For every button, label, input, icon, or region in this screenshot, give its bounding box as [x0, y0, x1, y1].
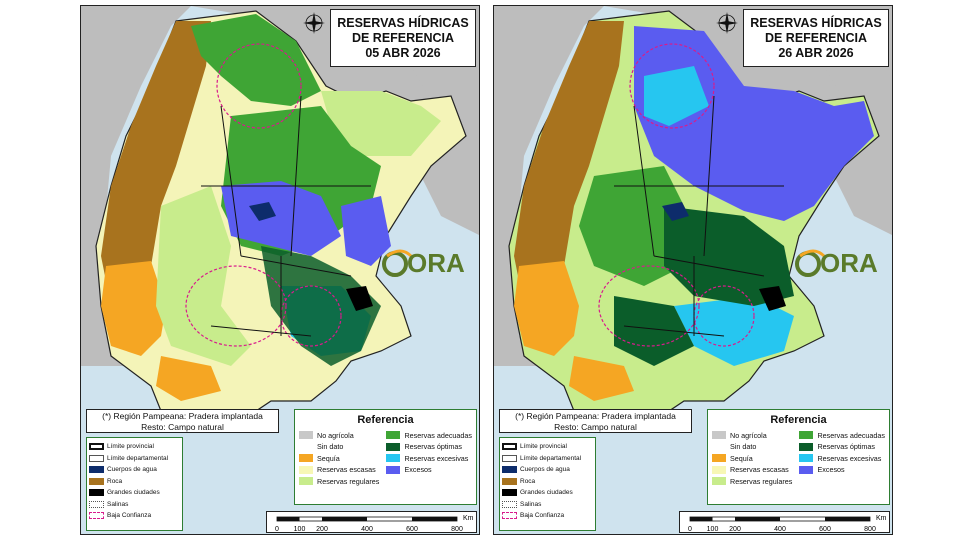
legend-item-roca: Roca: [89, 476, 180, 488]
ref-item-optimas: Reservas óptimas: [386, 442, 472, 453]
ref-item-no-agricola: No agrícola: [299, 430, 382, 441]
scale-unit: Km: [463, 515, 474, 522]
low-confidence-zone: [280, 285, 342, 347]
region-sequia-south: [569, 356, 634, 401]
legend-item-baja-confianza: Baja Confianza: [89, 510, 180, 522]
legend-item-salinas: Salinas: [502, 499, 593, 511]
low-confidence-zone: [185, 265, 287, 347]
scale-tick: 400: [774, 526, 786, 533]
scale-tick: 100: [707, 526, 719, 533]
region-excesos: [221, 181, 341, 256]
province-boundaries: [614, 95, 784, 337]
ref-item-escasas: Reservas escasas: [299, 465, 382, 476]
low-confidence-zone: [629, 43, 715, 129]
ref-item-optimas: Reservas óptimas: [799, 442, 885, 453]
ref-item-sin-dato: Sin dato: [299, 442, 382, 453]
legend-item-cuerpos-de-agua: Cuerpos de agua: [89, 464, 180, 476]
ref-item-sin-dato: Sin dato: [712, 442, 795, 453]
region-excesivas-north: [644, 66, 709, 126]
region-optimas: [664, 206, 794, 306]
ref-item-excesos: Excesos: [799, 465, 885, 476]
ref-item-adecuadas: Reservas adecuadas: [799, 430, 885, 441]
region-excesivas-south: [674, 296, 794, 366]
reference-legend: Referencia No agrícola Reservas adecuada…: [707, 409, 890, 505]
big-city: [346, 286, 373, 311]
legend-item-baja-confianza: Baja Confianza: [502, 510, 593, 522]
water-body: [249, 202, 276, 221]
low-confidence-zone: [598, 265, 700, 347]
layers-legend: Límite provincial Límite departamental C…: [499, 437, 596, 531]
scale-bar: 0 100 200 400 600 800 Km: [679, 511, 890, 533]
scale-tick: 800: [451, 526, 463, 533]
compass-rose-icon: [716, 12, 738, 34]
region-roca: [101, 21, 211, 306]
ref-item-excesivas: Reservas excesivas: [386, 453, 472, 464]
scale-unit: Km: [876, 515, 887, 522]
scale-tick: 200: [729, 526, 741, 533]
ref-item-excesivas: Reservas excesivas: [799, 453, 885, 464]
region-note: (*) Región Pampeana: Pradera implantada …: [499, 409, 692, 433]
legend-item-roca: Roca: [502, 476, 593, 488]
ora-logo: ORA: [381, 244, 465, 280]
neighbor-east: [411, 56, 479, 235]
scale-tick: 400: [361, 526, 373, 533]
low-confidence-zone: [216, 43, 302, 129]
map-panel-05-abr: RESERVAS HÍDRICAS DE REFERENCIA 05 ABR 2…: [80, 5, 480, 535]
compass-rose-icon: [303, 12, 325, 34]
layers-legend: Límite provincial Límite departamental C…: [86, 437, 183, 531]
ref-item-no-agricola: No agrícola: [712, 430, 795, 441]
ref-item-escasas: Reservas escasas: [712, 465, 795, 476]
region-roca: [514, 21, 624, 306]
ref-item-sequia: Sequía: [299, 453, 382, 464]
legend-item-limite-provincial: Límite provincial: [89, 441, 180, 453]
ref-item-regulares: Reservas regulares: [712, 476, 795, 487]
low-confidence-zone: [693, 285, 755, 347]
neighbor-east: [824, 56, 892, 235]
region-optimas-sw: [614, 296, 694, 366]
region-sequia: [514, 261, 579, 356]
ref-item-excesos: Excesos: [386, 465, 472, 476]
region-sequia: [101, 261, 166, 356]
ref-item-adecuadas: Reservas adecuadas: [386, 430, 472, 441]
region-excesos-east: [341, 196, 391, 266]
scale-tick: 800: [864, 526, 876, 533]
water-body: [662, 202, 689, 221]
legend-item-limite-provincial: Límite provincial: [502, 441, 593, 453]
province-boundaries: [201, 95, 371, 337]
reference-legend: Referencia No agrícola Reservas adecuada…: [294, 409, 477, 505]
region-note: (*) Región Pampeana: Pradera implantada …: [86, 409, 279, 433]
region-regulares-ne: [321, 91, 441, 156]
ora-logo: ORA: [794, 244, 878, 280]
big-city: [759, 286, 786, 311]
region-adecuadas-north: [191, 14, 321, 106]
scale-tick: 0: [275, 526, 279, 533]
map-title: RESERVAS HÍDRICAS DE REFERENCIA 05 ABR 2…: [330, 9, 476, 67]
map-title: RESERVAS HÍDRICAS DE REFERENCIA 26 ABR 2…: [743, 9, 889, 67]
ref-item-regulares: Reservas regulares: [299, 476, 382, 487]
scale-tick: 100: [294, 526, 306, 533]
legend-item-limite-departamental: Límite departamental: [89, 453, 180, 465]
scale-tick: 600: [406, 526, 418, 533]
legend-item-limite-departamental: Límite departamental: [502, 453, 593, 465]
scale-tick: 600: [819, 526, 831, 533]
map-canvas: [81, 6, 479, 534]
legend-item-cuerpos-de-agua: Cuerpos de agua: [502, 464, 593, 476]
legend-item-salinas: Salinas: [89, 499, 180, 511]
region-sequia-south: [156, 356, 221, 401]
scale-bar: 0 100 200 400 600 800 Km: [266, 511, 477, 533]
ref-item-sequia: Sequía: [712, 453, 795, 464]
map-panel-26-abr: RESERVAS HÍDRICAS DE REFERENCIA 26 ABR 2…: [493, 5, 893, 535]
scale-tick: 0: [688, 526, 692, 533]
legend-item-grandes-ciudades: Grandes ciudades: [502, 487, 593, 499]
legend-item-grandes-ciudades: Grandes ciudades: [89, 487, 180, 499]
scale-tick: 200: [316, 526, 328, 533]
